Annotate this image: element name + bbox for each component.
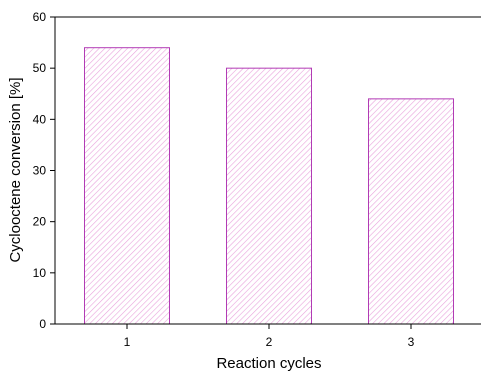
- y-tick-label: 20: [33, 215, 47, 229]
- x-axis-title: Reaction cycles: [216, 355, 321, 371]
- y-tick-label: 60: [33, 10, 47, 24]
- y-tick-label: 40: [33, 112, 47, 126]
- x-axis-ticks: 1 2 3: [124, 324, 415, 349]
- y-tick-label: 50: [33, 61, 47, 75]
- y-axis-title: Cyclooctene conversion [%]: [7, 77, 24, 262]
- y-tick-label: 0: [39, 317, 46, 331]
- x-tick-label: 3: [408, 335, 415, 349]
- x-tick-label: 2: [266, 335, 273, 349]
- bar-cycle-3: [368, 98, 454, 325]
- x-tick-label: 1: [124, 335, 131, 349]
- bars-group: [84, 47, 454, 325]
- bar-cycle-2: [226, 67, 312, 325]
- y-tick-label: 10: [33, 266, 47, 280]
- bar-cycle-1: [84, 47, 170, 325]
- y-tick-label: 30: [33, 164, 47, 178]
- y-axis-ticks: 0 10 20 30 40 50 60: [33, 10, 55, 331]
